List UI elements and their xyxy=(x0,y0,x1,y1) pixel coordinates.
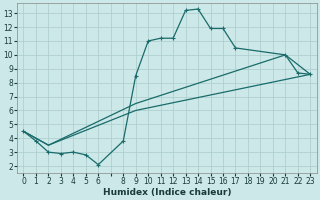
X-axis label: Humidex (Indice chaleur): Humidex (Indice chaleur) xyxy=(103,188,231,197)
